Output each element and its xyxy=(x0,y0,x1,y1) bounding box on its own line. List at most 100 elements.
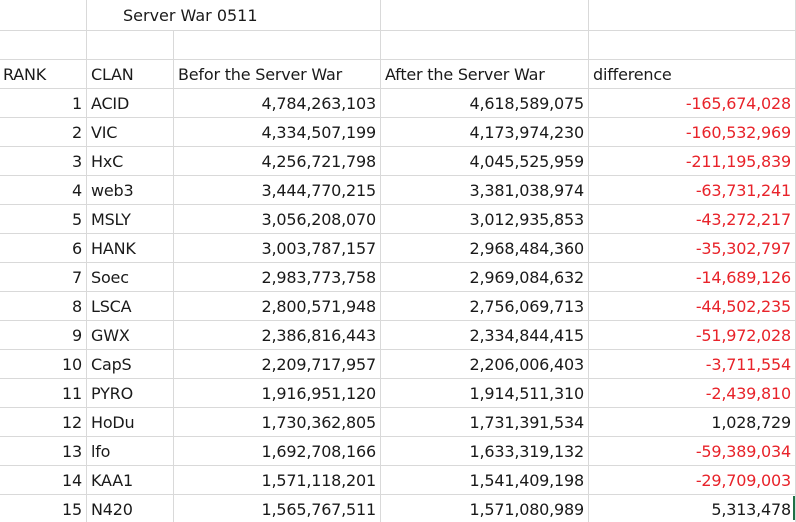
cell-clan[interactable]: HoDu xyxy=(87,408,174,437)
cell-after[interactable]: 3,381,038,974 xyxy=(381,176,589,205)
cell-before[interactable]: 3,056,208,070 xyxy=(174,205,381,234)
cell-clan[interactable]: GWX xyxy=(87,321,174,350)
cell-rank[interactable]: 5 xyxy=(0,205,87,234)
cell-clan[interactable]: lfo xyxy=(87,437,174,466)
cell-after[interactable]: 2,969,084,632 xyxy=(381,263,589,292)
header-before[interactable]: Befor the Server War xyxy=(174,60,381,89)
cell-after[interactable]: 2,206,006,403 xyxy=(381,350,589,379)
cell-after[interactable]: 1,541,409,198 xyxy=(381,466,589,495)
table-row: 14 KAA1 1,571,118,201 1,541,409,198 -29,709,… xyxy=(0,466,796,495)
cell-d1[interactable] xyxy=(381,0,589,31)
cell-clan[interactable]: PYRO xyxy=(87,379,174,408)
cell-difference[interactable]: -160,532,969 xyxy=(589,118,796,147)
cell-rank[interactable]: 3 xyxy=(0,147,87,176)
header-difference[interactable]: difference xyxy=(589,60,796,89)
cell-rank[interactable]: 12 xyxy=(0,408,87,437)
cell-difference[interactable]: 5,313,478 xyxy=(589,495,796,522)
cell-difference[interactable]: -14,689,126 xyxy=(589,263,796,292)
cell-before[interactable]: 2,800,571,948 xyxy=(174,292,381,321)
table-row: 9 GWX 2,386,816,443 2,334,844,415 -51,972,02… xyxy=(0,321,796,350)
cell-clan[interactable]: Soec xyxy=(87,263,174,292)
cell-clan[interactable]: web3 xyxy=(87,176,174,205)
cell-rank[interactable]: 14 xyxy=(0,466,87,495)
cell-difference[interactable]: -51,972,028 xyxy=(589,321,796,350)
table-row: 1 ACID 4,784,263,103 4,618,589,075 -165,674,… xyxy=(0,89,796,118)
cell-difference[interactable]: -59,389,034 xyxy=(589,437,796,466)
cell-clan[interactable]: ACID xyxy=(87,89,174,118)
cell-difference[interactable]: -3,711,554 xyxy=(589,350,796,379)
cell-before[interactable]: 2,983,773,758 xyxy=(174,263,381,292)
cell-before[interactable]: 4,334,507,199 xyxy=(174,118,381,147)
cell-rank[interactable]: 8 xyxy=(0,292,87,321)
header-row: RANK CLAN Befor the Server War After the… xyxy=(0,60,796,89)
cell-difference[interactable]: -165,674,028 xyxy=(589,89,796,118)
cell-clan[interactable]: LSCA xyxy=(87,292,174,321)
cell-after[interactable]: 4,173,974,230 xyxy=(381,118,589,147)
cell-clan[interactable]: MSLY xyxy=(87,205,174,234)
cell-rank[interactable]: 4 xyxy=(0,176,87,205)
cell-clan[interactable]: HxC xyxy=(87,147,174,176)
table-row: 6 HANK 3,003,787,157 2,968,484,360 -35,302,7… xyxy=(0,234,796,263)
cell-b1[interactable] xyxy=(87,0,174,31)
cell-clan[interactable]: HANK xyxy=(87,234,174,263)
cell-difference[interactable]: -211,195,839 xyxy=(589,147,796,176)
cell-rank[interactable]: 6 xyxy=(0,234,87,263)
cell-c1[interactable] xyxy=(174,0,381,31)
cell-before[interactable]: 2,386,816,443 xyxy=(174,321,381,350)
cell-before[interactable]: 3,444,770,215 xyxy=(174,176,381,205)
cell-clan[interactable]: N420 xyxy=(87,495,174,522)
cell-rank[interactable]: 1 xyxy=(0,89,87,118)
cell-after[interactable]: 2,756,069,713 xyxy=(381,292,589,321)
cell-after[interactable]: 1,633,319,132 xyxy=(381,437,589,466)
cell-clan[interactable]: VIC xyxy=(87,118,174,147)
cell-e2[interactable] xyxy=(589,31,796,60)
cell-rank[interactable]: 11 xyxy=(0,379,87,408)
cell-after[interactable]: 1,571,080,989 xyxy=(381,495,589,522)
cell-after[interactable]: 1,914,511,310 xyxy=(381,379,589,408)
cell-after[interactable]: 3,012,935,853 xyxy=(381,205,589,234)
cell-before[interactable]: 4,784,263,103 xyxy=(174,89,381,118)
cell-before[interactable]: 1,571,118,201 xyxy=(174,466,381,495)
cell-clan[interactable]: CapS xyxy=(87,350,174,379)
cell-e1[interactable] xyxy=(589,0,796,31)
empty-row xyxy=(0,31,796,60)
table-row: 3 HxC 4,256,721,798 4,045,525,959 -211,195,8… xyxy=(0,147,796,176)
cell-a2[interactable] xyxy=(0,31,87,60)
cell-difference[interactable]: -43,272,217 xyxy=(589,205,796,234)
cell-before[interactable]: 1,565,767,511 xyxy=(174,495,381,522)
table-row: 2 VIC 4,334,507,199 4,173,974,230 -160,532,9… xyxy=(0,118,796,147)
cell-a1[interactable] xyxy=(0,0,87,31)
cell-before[interactable]: 1,730,362,805 xyxy=(174,408,381,437)
cell-before[interactable]: 3,003,787,157 xyxy=(174,234,381,263)
cell-difference[interactable]: -63,731,241 xyxy=(589,176,796,205)
selection-edge-marker xyxy=(793,496,795,520)
cell-difference[interactable]: -29,709,003 xyxy=(589,466,796,495)
table-row: 10 CapS 2,209,717,957 2,206,006,403 -3,711,5… xyxy=(0,350,796,379)
cell-c2[interactable] xyxy=(174,31,381,60)
cell-difference[interactable]: -2,439,810 xyxy=(589,379,796,408)
cell-after[interactable]: 2,334,844,415 xyxy=(381,321,589,350)
header-rank[interactable]: RANK xyxy=(0,60,87,89)
cell-difference[interactable]: 1,028,729 xyxy=(589,408,796,437)
cell-rank[interactable]: 10 xyxy=(0,350,87,379)
cell-difference[interactable]: -35,302,797 xyxy=(589,234,796,263)
cell-rank[interactable]: 15 xyxy=(0,495,87,522)
cell-after[interactable]: 4,618,589,075 xyxy=(381,89,589,118)
cell-b2[interactable] xyxy=(87,31,174,60)
cell-after[interactable]: 2,968,484,360 xyxy=(381,234,589,263)
cell-clan[interactable]: KAA1 xyxy=(87,466,174,495)
cell-rank[interactable]: 2 xyxy=(0,118,87,147)
header-clan[interactable]: CLAN xyxy=(87,60,174,89)
cell-rank[interactable]: 9 xyxy=(0,321,87,350)
cell-rank[interactable]: 7 xyxy=(0,263,87,292)
cell-before[interactable]: 1,916,951,120 xyxy=(174,379,381,408)
cell-d2[interactable] xyxy=(381,31,589,60)
cell-before[interactable]: 1,692,708,166 xyxy=(174,437,381,466)
header-after[interactable]: After the Server War xyxy=(381,60,589,89)
cell-before[interactable]: 2,209,717,957 xyxy=(174,350,381,379)
cell-rank[interactable]: 13 xyxy=(0,437,87,466)
cell-after[interactable]: 1,731,391,534 xyxy=(381,408,589,437)
cell-before[interactable]: 4,256,721,798 xyxy=(174,147,381,176)
cell-difference[interactable]: -44,502,235 xyxy=(589,292,796,321)
cell-after[interactable]: 4,045,525,959 xyxy=(381,147,589,176)
